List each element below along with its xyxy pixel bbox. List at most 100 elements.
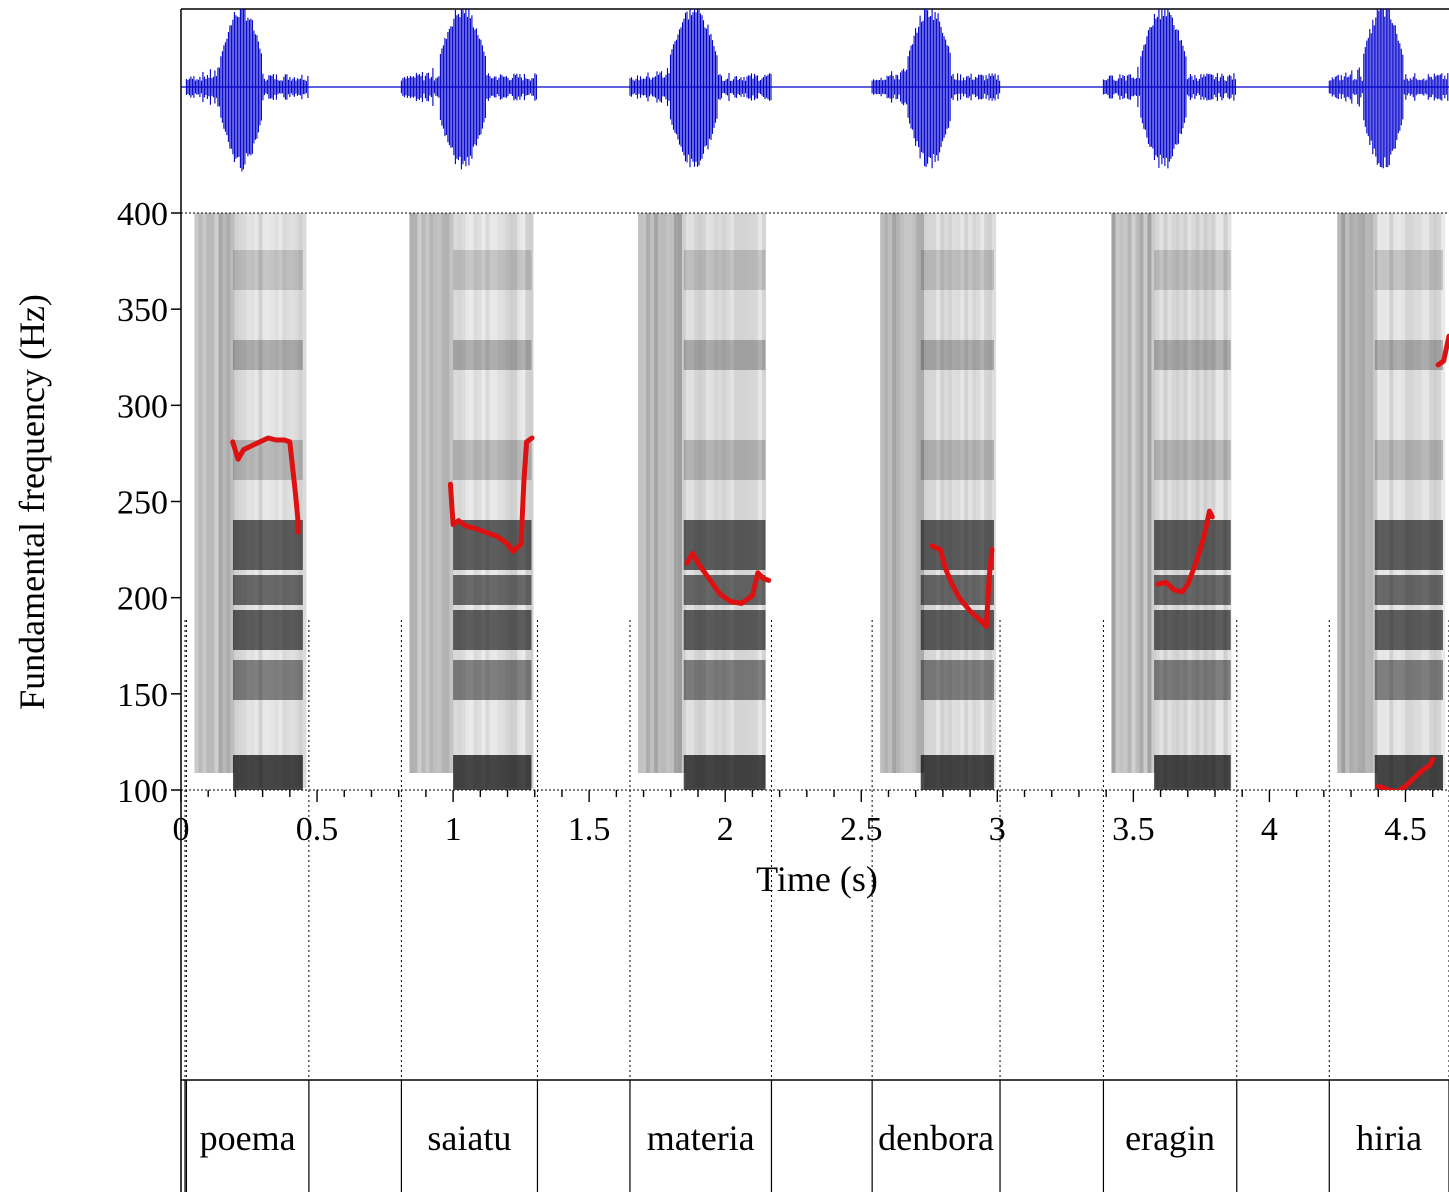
spectrogram-column [505, 213, 510, 788]
formant-band [683, 440, 766, 480]
spectrogram-column [509, 213, 514, 788]
spectrogram-column [733, 213, 738, 788]
spectrogram-column [984, 213, 989, 788]
formant-band [453, 660, 532, 700]
spectrogram-column [1131, 213, 1136, 773]
x-tick-label: 1.5 [568, 811, 611, 848]
spectrogram-column [421, 213, 426, 773]
spectrogram-column [928, 213, 933, 788]
spectrogram-column [477, 213, 482, 788]
spectrogram-column [920, 213, 925, 773]
spectrogram-column [1361, 213, 1366, 773]
y-tick-label: 350 [117, 292, 168, 329]
spectrogram-column [657, 213, 662, 773]
spectrogram-column [900, 213, 905, 773]
formant-band [920, 755, 995, 790]
spectrogram-column [952, 213, 957, 788]
spectrogram-column [417, 213, 422, 773]
spectrogram-column [202, 213, 207, 773]
spectrogram-column [409, 213, 414, 773]
spectrogram-column [888, 213, 893, 773]
spectrogram-column [1385, 213, 1390, 788]
formant-band [453, 440, 532, 480]
formant-band [920, 440, 995, 480]
spectrogram-column [693, 213, 698, 788]
spectrogram-column [956, 213, 961, 788]
spectrogram-column [1155, 213, 1160, 788]
spectrogram-column [673, 213, 678, 773]
spectrogram-column [964, 213, 969, 788]
spectrogram-column [206, 213, 211, 773]
formant-band [1154, 520, 1231, 570]
spectrogram-column [1223, 213, 1228, 788]
waveform-burst [1102, 9, 1236, 169]
formant-band [1154, 755, 1231, 790]
spectrogram-column [701, 213, 706, 788]
spectrogram-column [1421, 213, 1426, 788]
formant-band [683, 660, 766, 700]
waveform [185, 9, 1449, 172]
spectrogram-column [713, 213, 718, 788]
spectrogram-column [1119, 213, 1124, 773]
spectrogram-column [689, 213, 694, 788]
spectrogram-column [725, 213, 730, 788]
formant-band [1374, 520, 1443, 570]
spectrogram-column [948, 213, 953, 788]
formant-band [453, 610, 532, 650]
spectrogram-column [641, 213, 646, 773]
spectrogram-column [1203, 213, 1208, 788]
spectrogram-column [425, 213, 430, 773]
spectrogram-column [437, 213, 442, 773]
spectrogram-column [1227, 213, 1232, 788]
spectrogram-column [1175, 213, 1180, 788]
spectrogram-column [645, 213, 650, 773]
x-tick-label: 4.5 [1384, 811, 1427, 848]
formant-band [1154, 610, 1231, 650]
spectrogram-column [250, 213, 255, 788]
spectrogram-column [214, 213, 219, 773]
spectrogram-column [282, 213, 287, 788]
spectrogram-column [194, 213, 199, 773]
spectrogram-column [1123, 213, 1128, 773]
formant-band [920, 340, 995, 370]
waveform-burst [400, 9, 537, 170]
spectrogram-column [749, 213, 754, 788]
spectrogram-column [1369, 213, 1374, 773]
spectrogram-column [1405, 213, 1410, 788]
formant-band [232, 755, 303, 790]
spectrogram-column [453, 213, 458, 788]
x-tick-label: 2 [717, 811, 734, 848]
waveform-burst [185, 9, 309, 172]
spectrogram-column [1365, 213, 1370, 773]
spectrogram-column [924, 213, 929, 788]
x-tick-label: 3.5 [1112, 811, 1155, 848]
formant-band [453, 755, 532, 790]
spectrogram-column [761, 213, 766, 788]
x-tick-label: 3 [989, 811, 1006, 848]
spectrogram-column [1357, 213, 1362, 773]
spectrogram-column [517, 213, 522, 788]
spectrogram-column [234, 213, 239, 788]
spectrogram-column [896, 213, 901, 773]
spectrogram-column [230, 213, 235, 773]
word-label: poema [200, 1118, 296, 1158]
spectrogram-column [1353, 213, 1358, 773]
spectrogram-column [266, 213, 271, 788]
spectrogram-column [497, 213, 502, 788]
spectrogram-column [681, 213, 686, 773]
spectrogram-column [222, 213, 227, 773]
spectrogram-column [1135, 213, 1140, 773]
spectrogram-column [669, 213, 674, 773]
spectrogram-column [976, 213, 981, 788]
formant-band [232, 250, 303, 290]
spectrogram-column [1389, 213, 1394, 788]
spectrogram-column [1349, 213, 1354, 773]
y-tick-label: 200 [117, 581, 168, 618]
spectrogram-column [1429, 213, 1434, 788]
formant-band [232, 575, 303, 605]
x-axis-label: Time (s) [756, 859, 878, 899]
spectrogram-column [246, 213, 251, 788]
spectrogram-column [493, 213, 498, 788]
word-label: saiatu [427, 1118, 511, 1158]
